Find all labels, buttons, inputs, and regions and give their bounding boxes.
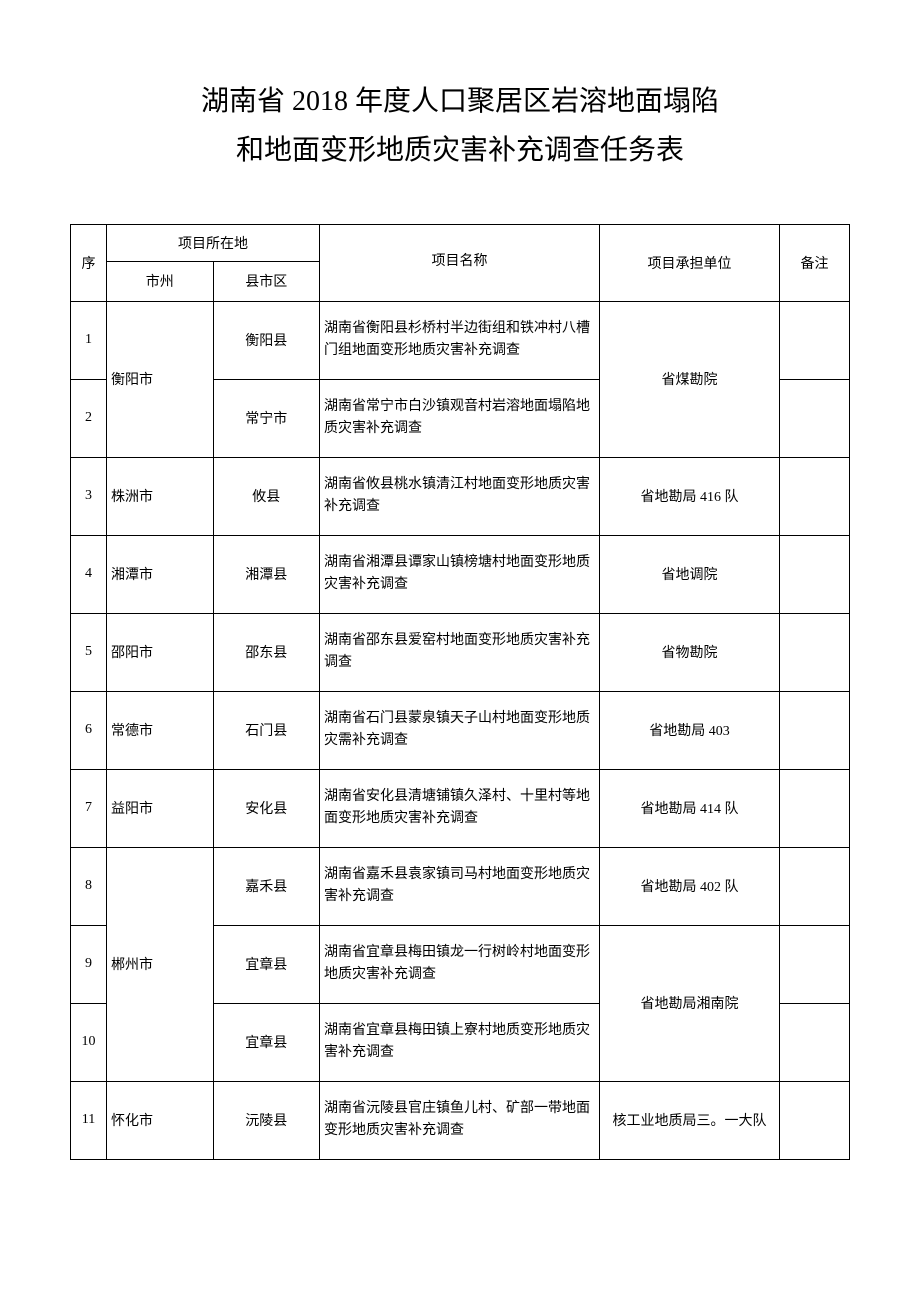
cell-unit: 省地勘局 402 队	[600, 847, 780, 925]
cell-note	[780, 925, 850, 1003]
cell-note	[780, 691, 850, 769]
cell-unit: 省物勘院	[600, 613, 780, 691]
cell-project: 湖南省湘潭县谭家山镇榜塘村地面变形地质灾害补充调查	[320, 535, 600, 613]
cell-note	[780, 379, 850, 457]
table-row: 11 怀化市 沅陵县 湖南省沅陵县官庄镇鱼儿村、矿部一带地面变形地质灾害补充调查…	[71, 1081, 850, 1159]
cell-project: 湖南省常宁市白沙镇观音村岩溶地面塌陷地质灾害补充调查	[320, 379, 600, 457]
header-project: 项目名称	[320, 224, 600, 301]
table-row: 4 湘潭市 湘潭县 湖南省湘潭县谭家山镇榜塘村地面变形地质灾害补充调查 省地调院	[71, 535, 850, 613]
cell-county: 嘉禾县	[213, 847, 320, 925]
header-city: 市州	[107, 261, 214, 301]
cell-project: 湖南省嘉禾县袁家镇司马村地面变形地质灾害补充调查	[320, 847, 600, 925]
header-seq: 序	[71, 224, 107, 301]
cell-project: 湖南省邵东县爱窑村地面变形地质灾害补充调查	[320, 613, 600, 691]
cell-unit: 省煤勘院	[600, 301, 780, 457]
cell-seq: 3	[71, 457, 107, 535]
cell-unit: 省地勘局 403	[600, 691, 780, 769]
cell-county: 湘潭县	[213, 535, 320, 613]
cell-city: 常德市	[107, 691, 214, 769]
cell-note	[780, 847, 850, 925]
cell-seq: 8	[71, 847, 107, 925]
cell-seq: 6	[71, 691, 107, 769]
cell-county: 邵东县	[213, 613, 320, 691]
cell-project: 湖南省衡阳县杉桥村半边街组和铁冲村八槽门组地面变形地质灾害补充调查	[320, 301, 600, 379]
cell-project: 湖南省安化县清塘铺镇久泽村、十里村等地面变形地质灾害补充调查	[320, 769, 600, 847]
header-location: 项目所在地	[107, 224, 320, 261]
cell-city: 衡阳市	[107, 301, 214, 457]
cell-county: 衡阳县	[213, 301, 320, 379]
cell-note	[780, 613, 850, 691]
cell-city: 邵阳市	[107, 613, 214, 691]
cell-note	[780, 535, 850, 613]
title-line-2: 和地面变形地质灾害补充调查任务表	[70, 129, 850, 174]
title-line-1: 湖南省 2018 年度人口聚居区岩溶地面塌陷	[70, 80, 850, 125]
cell-note	[780, 769, 850, 847]
task-table: 序 项目所在地 项目名称 项目承担单位 备注 市州 县市区 1 衡阳市 衡阳县 …	[70, 224, 850, 1160]
cell-county: 石门县	[213, 691, 320, 769]
cell-city: 湘潭市	[107, 535, 214, 613]
cell-seq: 9	[71, 925, 107, 1003]
cell-note	[780, 1081, 850, 1159]
cell-seq: 4	[71, 535, 107, 613]
cell-note	[780, 457, 850, 535]
cell-seq: 11	[71, 1081, 107, 1159]
cell-project: 湖南省沅陵县官庄镇鱼儿村、矿部一带地面变形地质灾害补充调查	[320, 1081, 600, 1159]
cell-seq: 2	[71, 379, 107, 457]
header-note: 备注	[780, 224, 850, 301]
cell-county: 常宁市	[213, 379, 320, 457]
cell-city: 益阳市	[107, 769, 214, 847]
table-row: 7 益阳市 安化县 湖南省安化县清塘铺镇久泽村、十里村等地面变形地质灾害补充调查…	[71, 769, 850, 847]
cell-county: 攸县	[213, 457, 320, 535]
cell-project: 湖南省宜章县梅田镇上寮村地质变形地质灾害补充调查	[320, 1003, 600, 1081]
cell-project: 湖南省攸县桃水镇清江村地面变形地质灾害补充调查	[320, 457, 600, 535]
cell-unit: 省地勘局湘南院	[600, 925, 780, 1081]
cell-unit: 省地勘局 414 队	[600, 769, 780, 847]
cell-note	[780, 301, 850, 379]
cell-county: 宜章县	[213, 925, 320, 1003]
cell-unit: 核工业地质局三。一大队	[600, 1081, 780, 1159]
table-row: 6 常德市 石门县 湖南省石门县蒙泉镇天子山村地面变形地质灾需补充调查 省地勘局…	[71, 691, 850, 769]
table-row: 1 衡阳市 衡阳县 湖南省衡阳县杉桥村半边街组和铁冲村八槽门组地面变形地质灾害补…	[71, 301, 850, 379]
cell-note	[780, 1003, 850, 1081]
cell-seq: 7	[71, 769, 107, 847]
cell-city: 怀化市	[107, 1081, 214, 1159]
header-row-1: 序 项目所在地 项目名称 项目承担单位 备注	[71, 224, 850, 261]
header-unit: 项目承担单位	[600, 224, 780, 301]
cell-seq: 10	[71, 1003, 107, 1081]
cell-county: 宜章县	[213, 1003, 320, 1081]
cell-county: 沅陵县	[213, 1081, 320, 1159]
table-row: 5 邵阳市 邵东县 湖南省邵东县爱窑村地面变形地质灾害补充调查 省物勘院	[71, 613, 850, 691]
cell-project: 湖南省石门县蒙泉镇天子山村地面变形地质灾需补充调查	[320, 691, 600, 769]
cell-unit: 省地调院	[600, 535, 780, 613]
header-county: 县市区	[213, 261, 320, 301]
table-row: 3 株洲市 攸县 湖南省攸县桃水镇清江村地面变形地质灾害补充调查 省地勘局 41…	[71, 457, 850, 535]
cell-seq: 5	[71, 613, 107, 691]
cell-seq: 1	[71, 301, 107, 379]
cell-unit: 省地勘局 416 队	[600, 457, 780, 535]
table-row: 8 郴州市 嘉禾县 湖南省嘉禾县袁家镇司马村地面变形地质灾害补充调查 省地勘局 …	[71, 847, 850, 925]
cell-project: 湖南省宜章县梅田镇龙一行树岭村地面变形地质灾害补充调查	[320, 925, 600, 1003]
cell-city: 郴州市	[107, 847, 214, 1081]
cell-city: 株洲市	[107, 457, 214, 535]
cell-county: 安化县	[213, 769, 320, 847]
